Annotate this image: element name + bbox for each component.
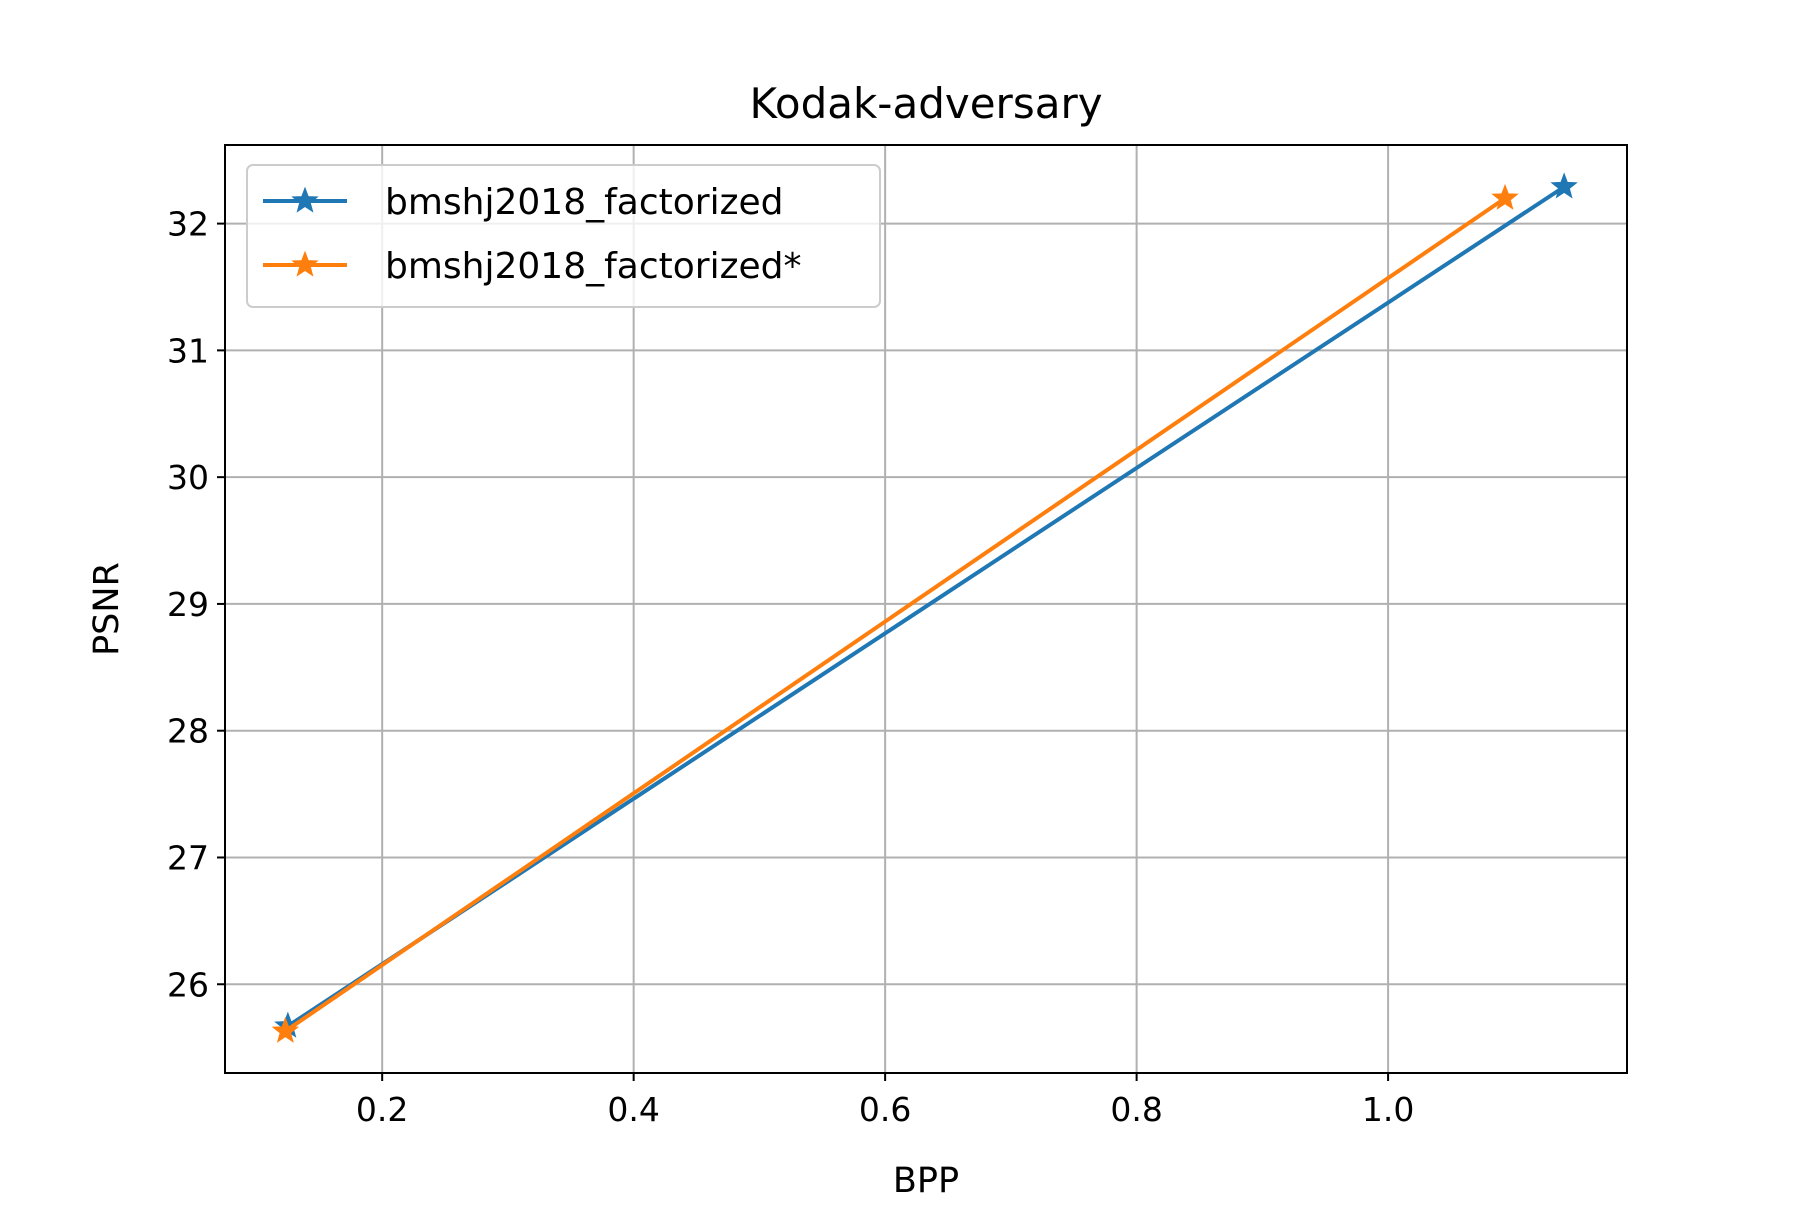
data-point [271,1016,300,1043]
series-line [282,195,1508,1034]
y-tick-label: 32 [167,205,209,244]
legend-box [246,164,881,308]
y-tick-label: 27 [167,838,209,877]
legend-label: bmshj2018_factorized [385,182,783,223]
data-point [1550,172,1578,199]
y-tick-label: 30 [167,458,209,497]
plot-series [271,172,1578,1043]
data-point [1491,183,1519,210]
y-axis-label: PSNR [87,562,127,656]
x-tick-label: 0.2 [356,1090,408,1129]
x-tick-label: 0.8 [1110,1090,1162,1129]
legend-marker [291,250,319,277]
legend: bmshj2018_factorized bmshj2018_factorized… [246,164,881,308]
axis-ticks: 0.2 0.4 0.6 0.8 1.0 26 27 28 29 30 31 32 [167,205,1414,1129]
chart-title: Kodak-adversary [749,79,1102,128]
legend-marker [291,186,319,213]
y-tick-label: 29 [167,585,209,624]
legend-label: bmshj2018_factorized* [385,246,801,287]
y-tick-label: 26 [167,965,209,1004]
y-tick-label: 31 [167,331,209,370]
grid [225,145,1627,1073]
x-tick-label: 1.0 [1362,1090,1414,1129]
x-tick-label: 0.4 [607,1090,659,1129]
x-tick-label: 0.6 [859,1090,911,1129]
y-tick-label: 28 [167,712,209,751]
plot-frame [224,144,1628,1074]
x-axis-label: BPP [893,1161,959,1200]
